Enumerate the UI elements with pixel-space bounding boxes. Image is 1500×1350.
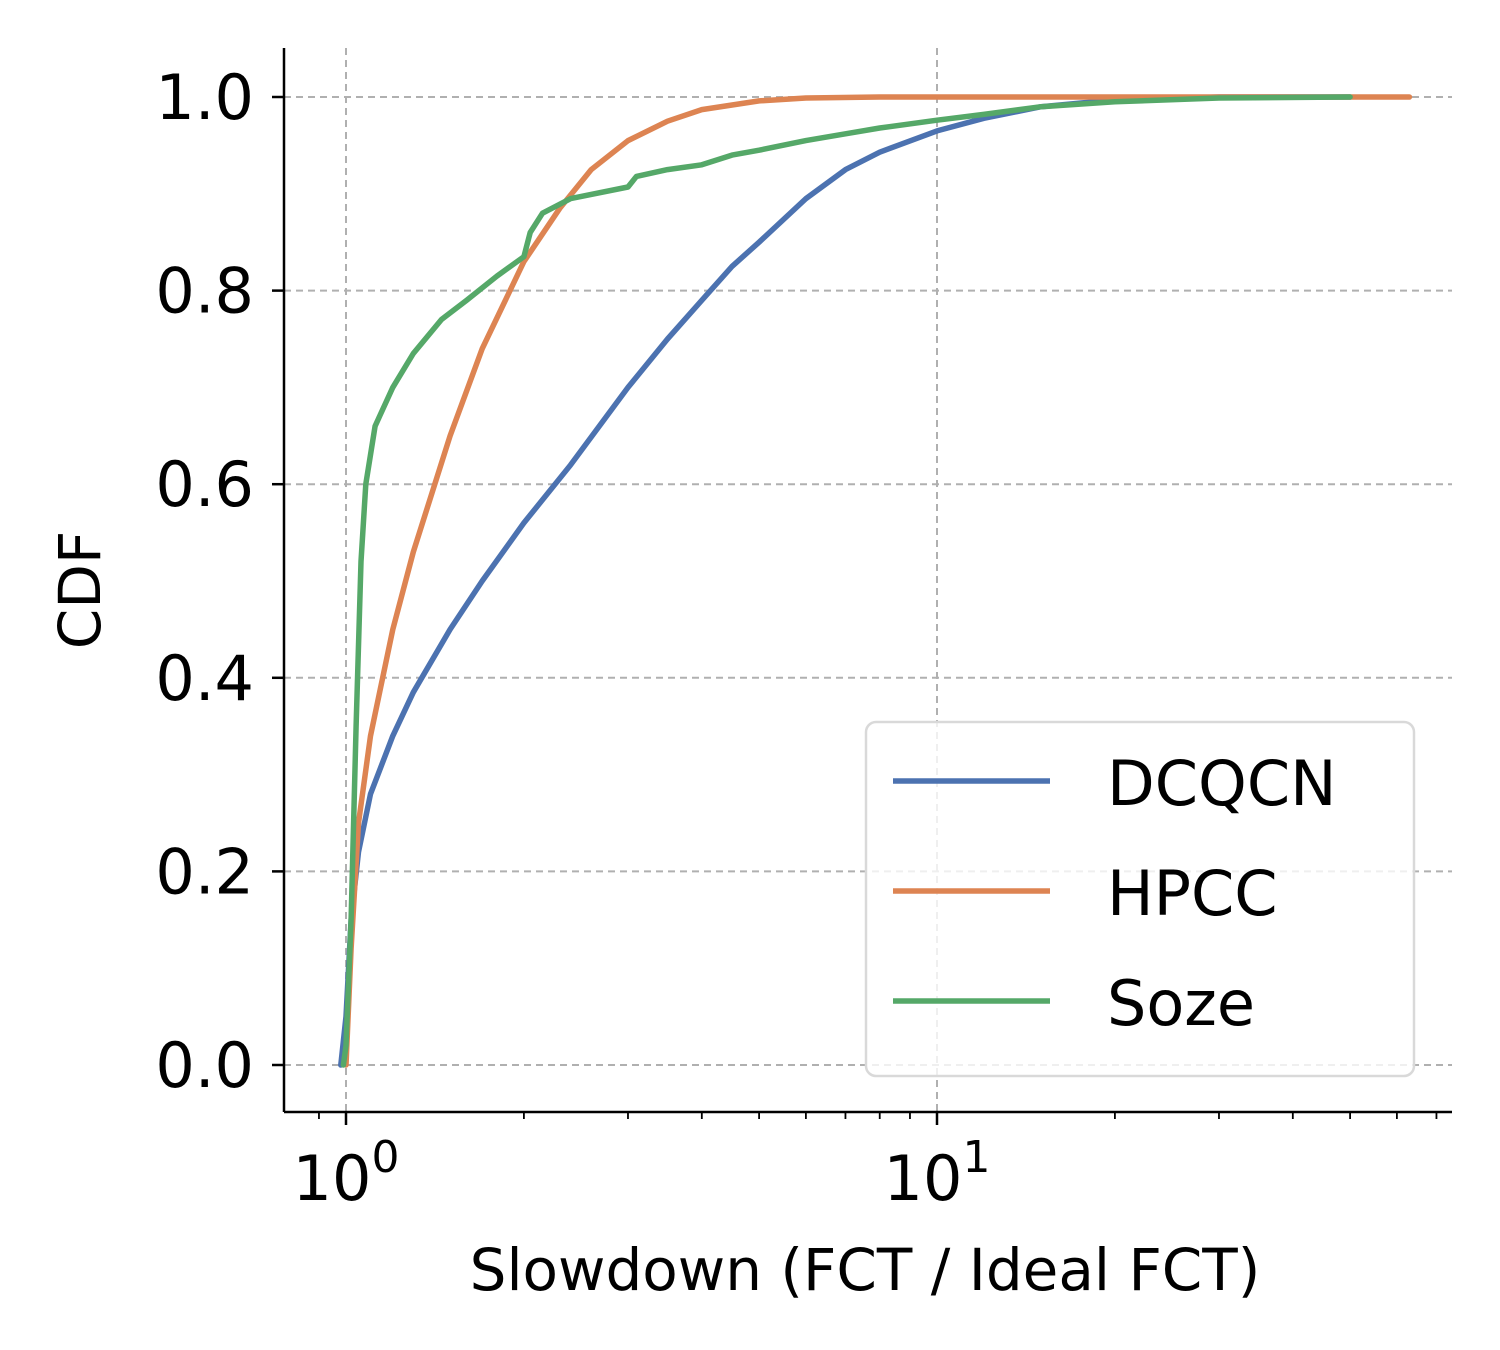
series-lines — [338, 94, 1413, 1068]
y-tick-label: 0.4 — [155, 642, 254, 715]
y-tick-label: 0.2 — [155, 835, 254, 908]
legend-box — [864, 720, 1416, 1078]
series-line-soze — [340, 94, 1353, 1068]
y-tick-label: 0.8 — [155, 255, 254, 328]
y-tick-label: 0.0 — [155, 1029, 254, 1102]
y-axis-label: CDF — [46, 531, 114, 650]
series-line-hpcc — [343, 94, 1413, 1068]
legend-label-hpcc: HPCC — [1107, 857, 1278, 930]
y-tick-label: 1.0 — [155, 61, 254, 134]
x-axis-label: Slowdown (FCT / Ideal FCT) — [470, 1236, 1261, 1304]
x-tick-label: 101 — [884, 1132, 991, 1215]
legend-label-dcqcn: DCQCN — [1107, 747, 1337, 820]
y-tick-label: 0.6 — [155, 448, 254, 521]
legend: DCQCN HPCC Soze — [864, 720, 1416, 1078]
axes — [272, 48, 1452, 1125]
x-tick-label: 100 — [293, 1132, 400, 1215]
series-line-dcqcn — [338, 94, 1353, 1068]
tick-labels: 0.0 0.2 0.4 0.6 0.8 1.0 100 101 — [155, 61, 990, 1215]
legend-label-soze: Soze — [1107, 967, 1255, 1040]
